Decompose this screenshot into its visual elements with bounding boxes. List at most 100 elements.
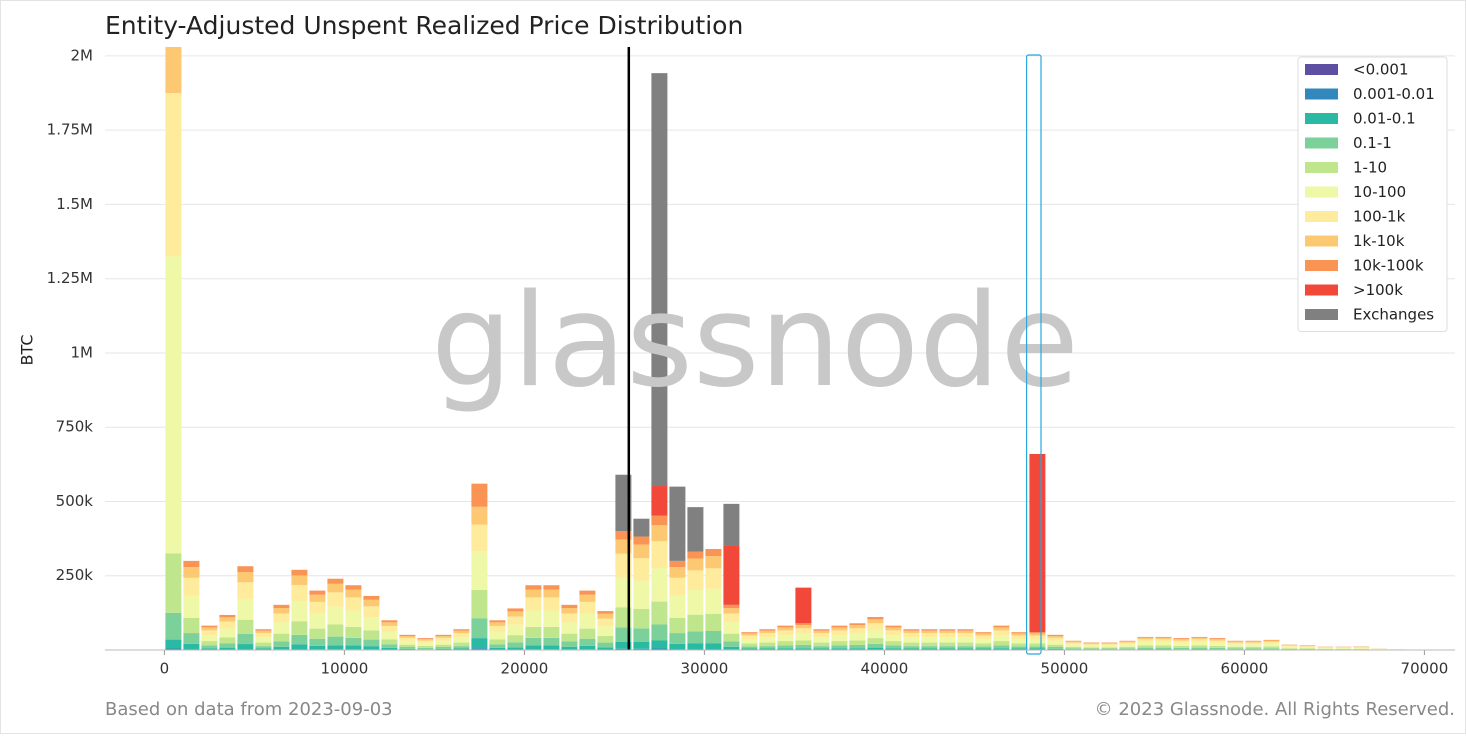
bar-segment (957, 646, 973, 648)
bar-segment (975, 643, 991, 646)
bar-segment (921, 633, 937, 637)
bar-segment (327, 592, 343, 606)
bar-segment (813, 633, 829, 637)
bar-segment (489, 626, 505, 632)
bar-segment (1245, 641, 1261, 642)
bar-segment (525, 590, 541, 598)
bar-segment (489, 639, 505, 644)
bar-segment (237, 634, 253, 644)
bar-segment (1101, 649, 1117, 650)
bar-segment (1011, 633, 1027, 635)
bar-segment (507, 625, 523, 635)
bar-segment (1155, 645, 1171, 647)
bar-segment (903, 631, 919, 633)
bar-segment (687, 643, 703, 649)
bar-segment (1335, 648, 1351, 649)
x-tick-label: 50000 (1041, 660, 1089, 678)
bar-segment (561, 605, 577, 608)
bar-segment (993, 648, 1009, 649)
bar-segment (579, 602, 595, 614)
bar-segment (885, 626, 901, 628)
bar-segment (561, 622, 577, 633)
bar-segment (381, 620, 397, 622)
bar-segment (687, 615, 703, 632)
bar-segment (669, 618, 685, 633)
bar-segment (471, 618, 487, 638)
bar-segment (399, 635, 415, 636)
bar-segment (327, 624, 343, 636)
bar-segment (453, 637, 469, 642)
bar-segment (1173, 643, 1189, 646)
bar-segment (1011, 643, 1027, 646)
bar-segment (1137, 642, 1153, 645)
legend-label: 0.1-1 (1353, 134, 1392, 152)
bar-segment (399, 638, 415, 641)
bar-segment (597, 647, 613, 649)
bar-segment (723, 605, 739, 608)
bar-segment (741, 639, 757, 643)
bar-segment (633, 628, 649, 642)
bar-segment (1191, 648, 1207, 649)
bar-segment (363, 600, 379, 607)
bar-segment (669, 561, 685, 567)
bar-segment (183, 578, 199, 596)
bar-segment (1137, 638, 1153, 639)
bar-segment (1263, 640, 1279, 641)
bar-segment (291, 635, 307, 645)
x-tick-label: 70000 (1401, 660, 1449, 678)
bar-segment (921, 643, 937, 647)
bar-segment (759, 646, 775, 648)
bar-segment (687, 507, 703, 552)
y-tick-label: 1.5M (56, 195, 93, 213)
bar-segment (705, 643, 721, 649)
bar-segment (1317, 647, 1333, 648)
bar-segment (651, 541, 667, 568)
bar-segment (1281, 646, 1297, 647)
bar-segment (1353, 647, 1369, 648)
bar-segment (597, 619, 613, 627)
bar-segment (363, 630, 379, 639)
y-tick-label: 1M (71, 343, 94, 361)
bar-segment (741, 633, 757, 635)
y-tick-label: 1.75M (47, 121, 93, 139)
legend-label: >100k (1353, 281, 1403, 299)
legend-swatch (1305, 138, 1338, 149)
y-tick-label: 2M (71, 46, 94, 64)
bar-segment (579, 646, 595, 650)
bar-segment (1227, 641, 1243, 642)
bar-segment (1263, 644, 1279, 647)
bar-segment (1191, 645, 1207, 647)
chart-title: Entity-Adjusted Unspent Realized Price D… (105, 11, 743, 40)
bar-segment (957, 633, 973, 637)
bar-segment (939, 633, 955, 637)
bar-segment (291, 575, 307, 585)
legend-swatch (1305, 211, 1338, 222)
bar-segment (435, 635, 451, 636)
bar-segment (1047, 636, 1063, 638)
watermark: glassnode (431, 267, 1079, 416)
bar-segment (309, 639, 325, 646)
legend-swatch (1305, 309, 1338, 320)
bar-segment (1011, 632, 1027, 633)
bar-segment (813, 629, 829, 630)
legend-label: <0.001 (1353, 61, 1409, 79)
bar-segment (975, 646, 991, 648)
bar-segment (957, 631, 973, 633)
bar-segment (1245, 647, 1261, 648)
bar-segment (345, 646, 361, 650)
bar-segment (705, 549, 721, 556)
bar-segment (1209, 648, 1225, 649)
bar-segment (975, 635, 991, 639)
bar-segment (273, 641, 289, 646)
bar-segment (1065, 648, 1081, 649)
bar-segment (453, 643, 469, 647)
bar-segment (363, 617, 379, 630)
bar-segment (759, 633, 775, 637)
bar-segment (1191, 642, 1207, 645)
bar-segment (795, 588, 811, 624)
bar-segment (381, 639, 397, 644)
bar-segment (453, 631, 469, 633)
bar-segment (1047, 647, 1063, 649)
bar-segment (255, 643, 271, 647)
